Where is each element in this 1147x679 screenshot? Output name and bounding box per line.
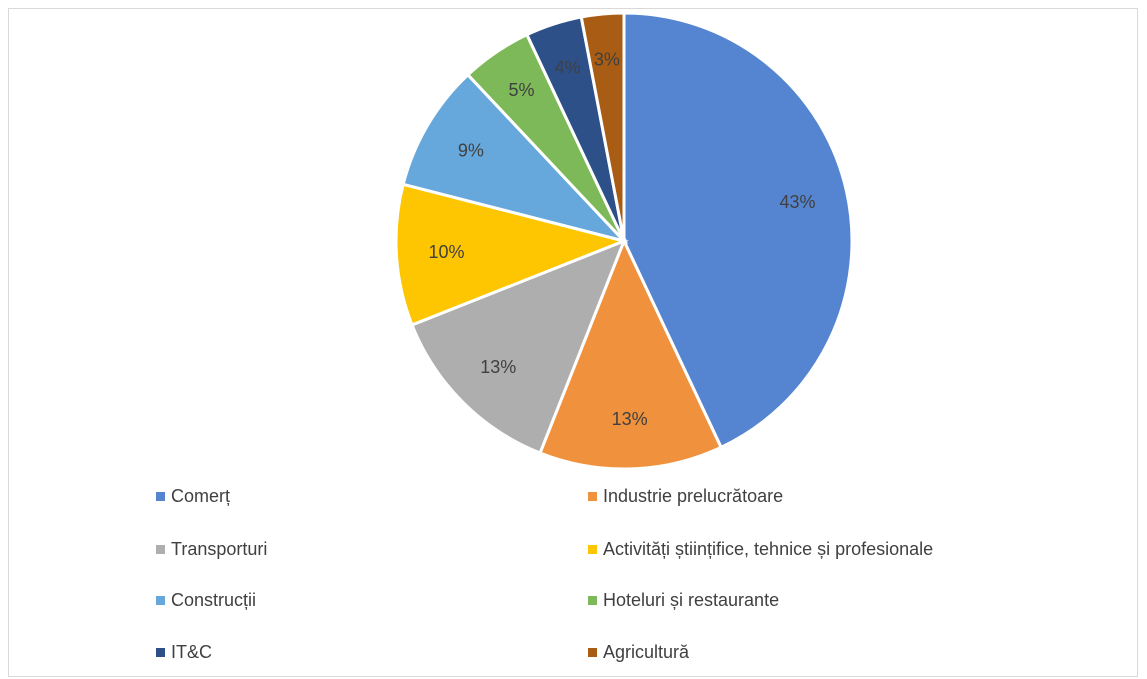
pie-slice-1 xyxy=(538,237,724,471)
pie-data-label-7: 3% xyxy=(594,49,620,69)
pie-data-labels: 43% 13% 13% 10% 9% 5% 4% 3% xyxy=(428,49,815,428)
pie-slice-0 xyxy=(622,11,854,450)
pie-data-label-1: 13% xyxy=(612,409,648,429)
pie-data-label-5: 5% xyxy=(508,80,534,100)
pie-data-label-0: 43% xyxy=(780,192,816,212)
pie-data-label-2: 13% xyxy=(480,357,516,377)
pie-slice-4 xyxy=(401,72,629,244)
pie-slice-2 xyxy=(410,238,627,455)
pie-slices xyxy=(394,11,854,471)
pie-data-label-3: 10% xyxy=(428,242,464,262)
pie-data-label-4: 9% xyxy=(458,140,484,160)
pie-data-label-6: 4% xyxy=(555,58,581,78)
pie-slice-3 xyxy=(394,182,629,327)
pie-slice-7 xyxy=(579,11,626,242)
